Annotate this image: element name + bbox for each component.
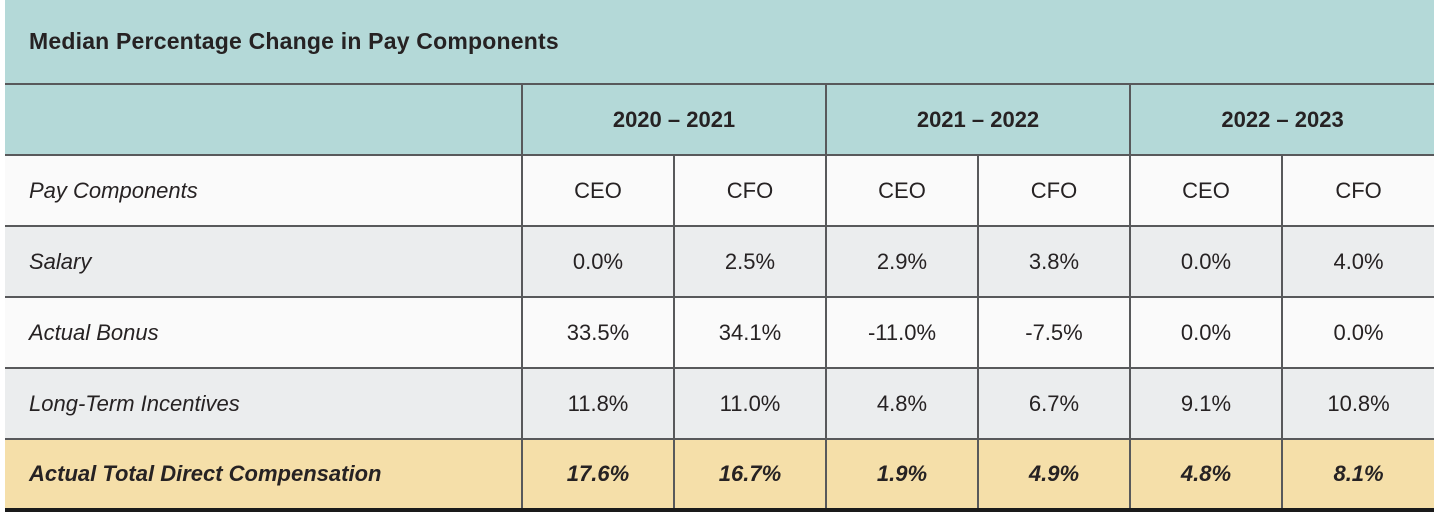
column-header-row: Pay Components CEO CFO CEO CFO CEO CFO [5,154,1434,227]
year-group-2021-2022: 2021 – 2022 [825,84,1131,156]
table-cell: 4.9% [977,438,1131,512]
year-group-header-row: 2020 – 2021 2021 – 2022 2022 – 2023 [5,84,1434,156]
table-row-long-term-incentives: Long-Term Incentives 11.8% 11.0% 4.8% 6.… [5,367,1434,440]
table-cell: 11.8% [521,367,675,440]
year-group-2020-2021: 2020 – 2021 [521,84,827,156]
table-title: Median Percentage Change in Pay Componen… [5,0,1434,85]
column-header-ceo-1: CEO [521,154,675,227]
column-header-cfo-2: CFO [977,154,1131,227]
table-cell: -11.0% [825,296,979,369]
table-row-actual-total-direct-compensation: Actual Total Direct Compensation 17.6% 1… [5,438,1434,512]
table-row-actual-bonus: Actual Bonus 33.5% 34.1% -11.0% -7.5% 0.… [5,296,1434,369]
year-group-2022-2023: 2022 – 2023 [1128,84,1434,156]
table-cell: 0.0% [521,225,675,298]
table-cell: 17.6% [521,438,675,512]
row-label-salary: Salary [5,225,523,298]
table-title-row: Median Percentage Change in Pay Componen… [5,0,1434,85]
table-cell: 3.8% [977,225,1131,298]
column-header-ceo-3: CEO [1129,154,1283,227]
table-cell: -7.5% [977,296,1131,369]
table-cell: 11.0% [673,367,827,440]
table-row-salary: Salary 0.0% 2.5% 2.9% 3.8% 0.0% 4.0% [5,225,1434,298]
table-cell: 6.7% [977,367,1131,440]
row-label-actual-total-direct-compensation: Actual Total Direct Compensation [5,438,523,512]
row-label-long-term-incentives: Long-Term Incentives [5,367,523,440]
table-cell: 2.5% [673,225,827,298]
table-cell: 16.7% [673,438,827,512]
column-header-cfo-1: CFO [673,154,827,227]
year-header-corner-cell [5,84,523,156]
table-cell: 4.8% [1129,438,1283,512]
table-cell: 9.1% [1129,367,1283,440]
table-cell: 1.9% [825,438,979,512]
column-header-pay-components: Pay Components [5,154,523,227]
table-cell: 0.0% [1129,225,1283,298]
table-cell: 0.0% [1129,296,1283,369]
table-cell: 34.1% [673,296,827,369]
table-cell: 4.8% [825,367,979,440]
table-cell: 8.1% [1280,438,1434,512]
table-cell: 2.9% [825,225,979,298]
column-header-ceo-2: CEO [825,154,979,227]
row-label-actual-bonus: Actual Bonus [5,296,523,369]
table-cell: 10.8% [1280,367,1434,440]
table-cell: 4.0% [1280,225,1434,298]
column-header-cfo-3: CFO [1280,154,1434,227]
table-cell: 33.5% [521,296,675,369]
pay-components-table: Median Percentage Change in Pay Componen… [5,0,1434,512]
table-cell: 0.0% [1280,296,1434,369]
